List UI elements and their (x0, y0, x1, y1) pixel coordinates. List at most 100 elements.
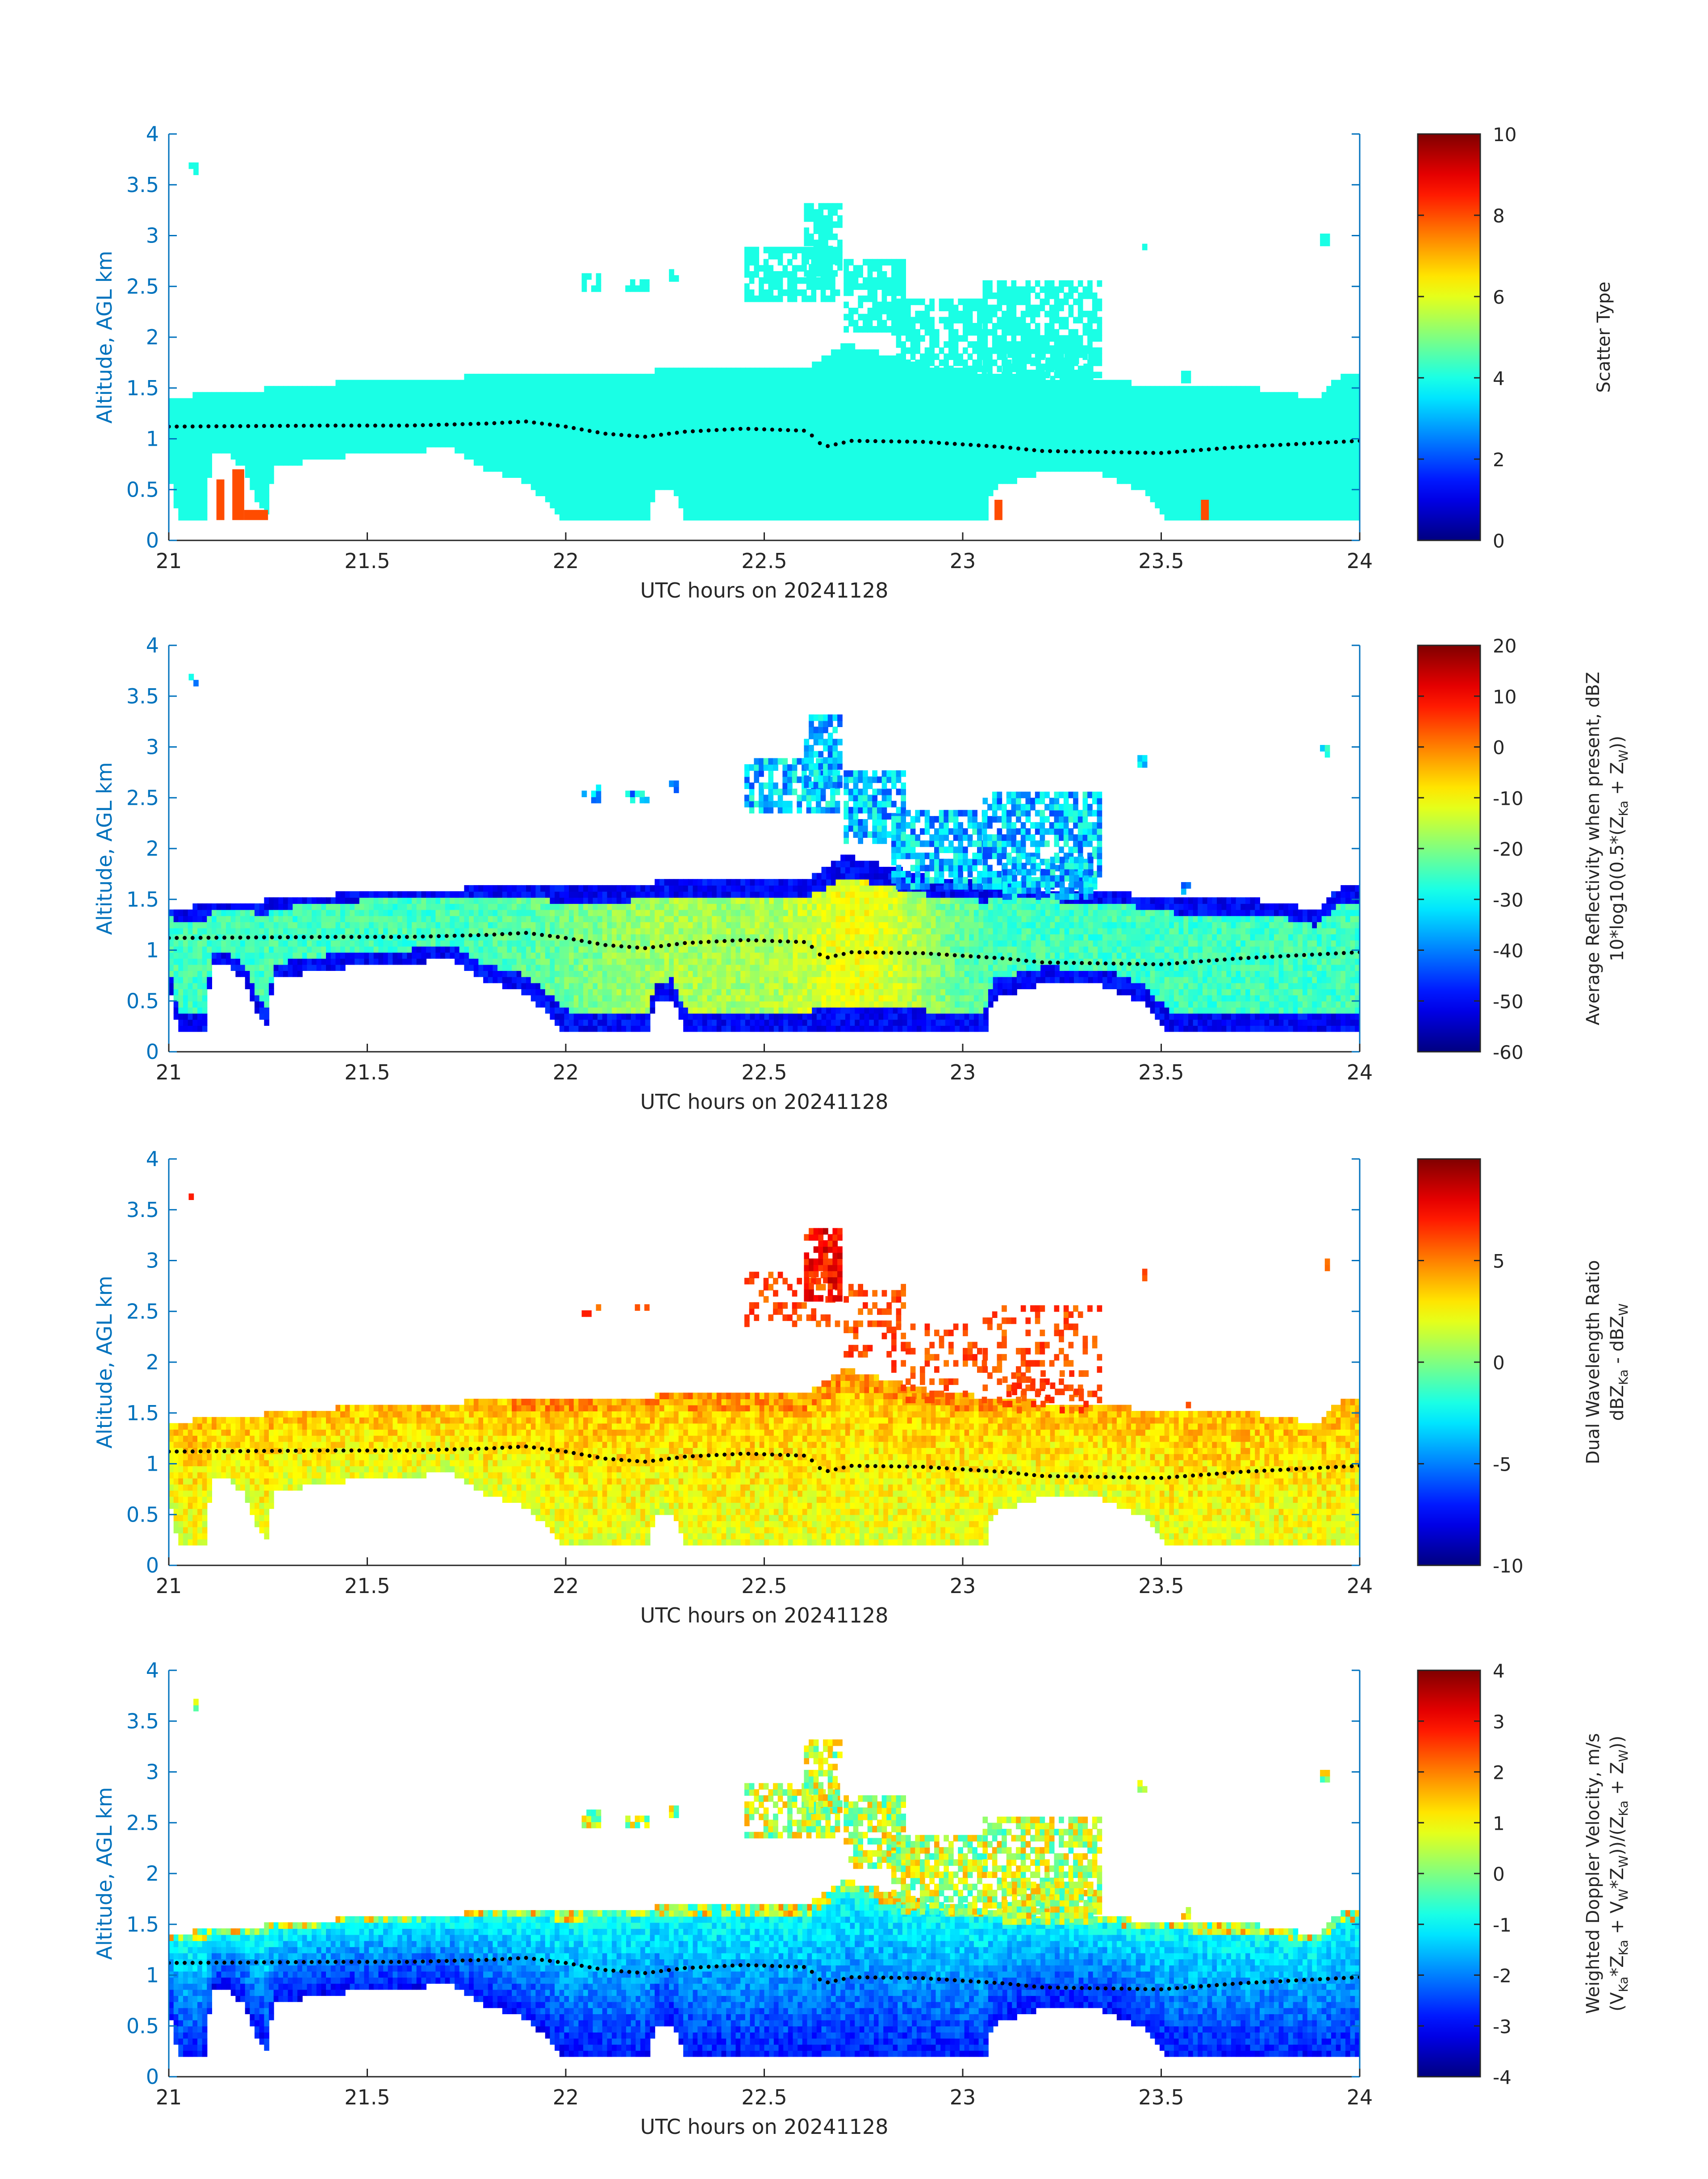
heatmap-cell (1188, 508, 1194, 514)
heatmap-cell (763, 271, 769, 278)
heatmap-cell (716, 416, 722, 423)
heatmap-cell (1317, 502, 1322, 509)
heatmap-cell (931, 422, 936, 429)
heatmap-cell (783, 410, 789, 417)
heatmap-cell (540, 380, 546, 387)
heatmap-cell (755, 386, 760, 393)
heatmap-cell (1140, 453, 1146, 460)
heatmap-cell (545, 495, 551, 502)
heatmap-cell (573, 477, 579, 484)
heatmap-cell (207, 428, 212, 435)
heatmap-cell (1178, 471, 1184, 478)
heatmap-cell (516, 398, 522, 405)
heatmap-cell (1326, 514, 1332, 521)
heatmap-cell (1121, 435, 1127, 442)
heatmap-cell (778, 392, 784, 399)
heatmap-cell (907, 404, 913, 411)
heatmap-cell (478, 435, 484, 442)
heatmap-cell (664, 441, 670, 448)
heatmap-cell (1307, 489, 1313, 496)
heatmap-cell (678, 453, 684, 460)
heatmap-cell (297, 459, 303, 466)
heatmap-cell (202, 422, 208, 429)
heatmap-cell (993, 416, 998, 423)
heatmap-cell (702, 435, 708, 442)
heatmap-cell (763, 295, 769, 302)
heatmap-cell (683, 404, 689, 411)
heatmap-cell (1059, 428, 1065, 435)
heatmap-cell (821, 508, 827, 514)
heatmap-cell (545, 410, 551, 417)
heatmap-cell (935, 502, 941, 509)
heatmap-cell (621, 441, 627, 448)
heatmap-cell (1217, 416, 1222, 423)
heatmap-cell (1112, 459, 1117, 466)
heatmap-cell (197, 477, 203, 484)
heatmap-cell (916, 465, 922, 472)
heatmap-cell (855, 435, 860, 442)
heatmap-cell (869, 459, 874, 466)
heatmap-cell (1203, 404, 1208, 411)
heatmap-cell (1326, 483, 1332, 490)
heatmap-cell (950, 380, 956, 387)
heatmap-cell (1016, 459, 1022, 466)
heatmap-cell (473, 447, 479, 454)
heatmap-cell (330, 453, 336, 460)
heatmap-cell (581, 279, 587, 286)
heatmap-cell (621, 386, 627, 393)
heatmap-cell (1274, 428, 1279, 435)
heatmap-cell (1178, 386, 1184, 393)
heatmap-cell (1173, 489, 1179, 496)
heatmap-cell (969, 483, 974, 490)
heatmap-cell (597, 477, 603, 484)
heatmap-cell (1155, 489, 1160, 496)
heatmap-cell (493, 392, 498, 399)
heatmap-cell (907, 380, 913, 387)
heatmap-cell (1274, 471, 1279, 478)
heatmap-cell (288, 428, 293, 435)
heatmap-cell (1164, 483, 1170, 490)
heatmap-cell (998, 410, 1003, 417)
heatmap-cell (255, 398, 260, 405)
heatmap-cell (602, 416, 608, 423)
heatmap-cell (173, 428, 179, 435)
heatmap-cell (697, 508, 703, 514)
heatmap-cell (788, 508, 793, 514)
heatmap-cell (1278, 465, 1284, 472)
heatmap-cell (802, 386, 808, 393)
heatmap-cell (1198, 465, 1203, 472)
heatmap-cell (754, 253, 760, 259)
heatmap-cell (878, 471, 884, 478)
heatmap-cell (1173, 508, 1179, 514)
heatmap-cell (1159, 465, 1165, 472)
heatmap-cell (507, 392, 513, 399)
heatmap-cell (959, 380, 965, 387)
heatmap-cell (635, 416, 641, 423)
heatmap-cell (916, 477, 922, 484)
heatmap-cell (1221, 483, 1227, 490)
heatmap-cell (702, 416, 708, 423)
heatmap-cell (716, 502, 722, 509)
heatmap-cell (1040, 398, 1046, 405)
heatmap-cell (464, 435, 470, 442)
heatmap-cell (230, 410, 236, 417)
heatmap-cell (478, 386, 484, 393)
heatmap-cell (183, 416, 188, 423)
heatmap-cell (212, 410, 217, 417)
heatmap-cell (240, 428, 246, 435)
heatmap-cell (1307, 502, 1313, 509)
heatmap-cell (812, 380, 817, 387)
heatmap-cell (540, 422, 546, 429)
heatmap-cell (973, 380, 979, 387)
heatmap-cell (1150, 459, 1156, 466)
heatmap-cell (169, 410, 174, 417)
heatmap-cell (988, 422, 994, 429)
heatmap-cell (1236, 502, 1241, 509)
heatmap-cell (750, 404, 756, 411)
heatmap-cell (335, 398, 341, 405)
heatmap-cell (1264, 508, 1270, 514)
heatmap-cell (445, 398, 451, 405)
heatmap-cell (702, 386, 708, 393)
heatmap-cell (798, 373, 803, 381)
heatmap-cell (998, 398, 1003, 405)
